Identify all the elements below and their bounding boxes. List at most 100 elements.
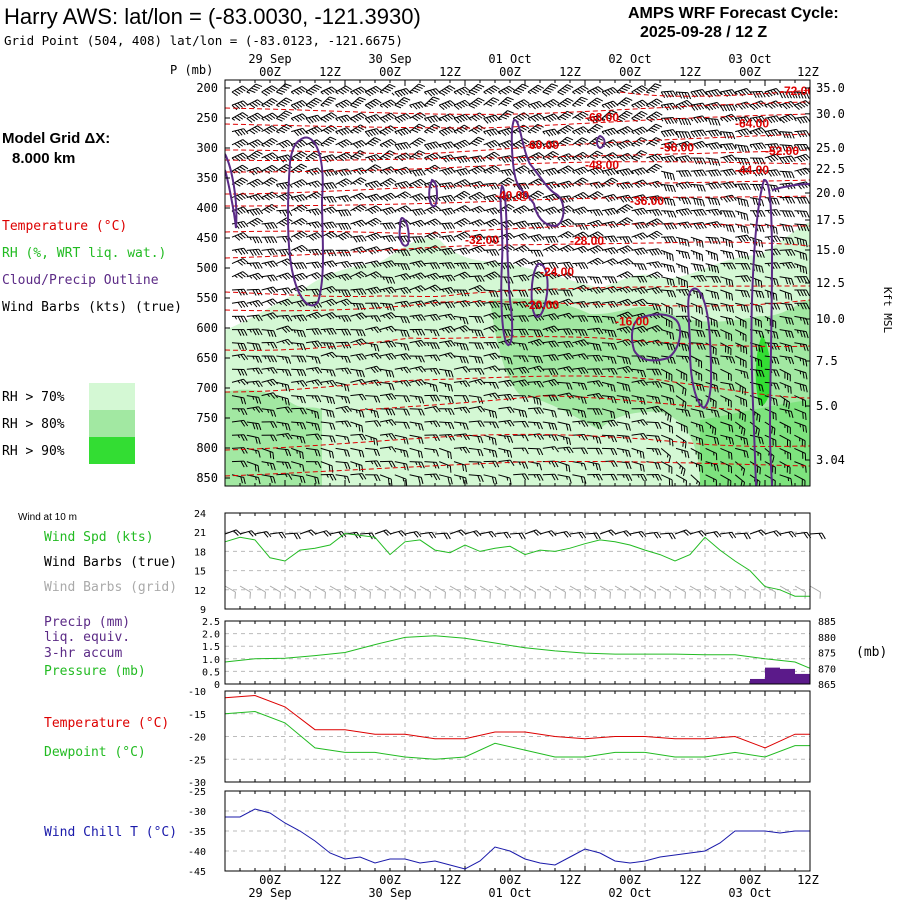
wind-barb: [305, 261, 323, 269]
barb-full: [273, 222, 278, 229]
wind-barb: [335, 209, 352, 217]
wind-barb: [794, 249, 808, 261]
barb-full: [690, 131, 695, 138]
barb-full: [621, 100, 628, 105]
barb-full: [711, 303, 715, 311]
barb-staff: [320, 136, 331, 146]
barb-full: [329, 155, 335, 161]
barb-half: [586, 91, 591, 95]
wind-barb: [734, 144, 750, 153]
barb-full: [429, 274, 436, 281]
barb-full: [805, 240, 808, 248]
wind-barb: [483, 182, 500, 190]
barb-full: [518, 260, 525, 266]
barb-full: [521, 221, 527, 228]
wind-barb: [542, 167, 560, 176]
barb-staff: [483, 151, 495, 159]
barb-full: [340, 154, 347, 160]
barb-full: [453, 118, 460, 124]
barb-full: [429, 287, 436, 293]
barb-full: [757, 319, 760, 327]
barb-half: [352, 196, 357, 200]
barb-half: [646, 104, 650, 108]
wind-barb: [735, 168, 752, 177]
barb-full: [418, 236, 423, 243]
barb-staff: [661, 276, 673, 281]
barb-staff: [276, 97, 287, 106]
barb-full: [391, 325, 397, 332]
barb-full: [579, 139, 586, 144]
barb-full: [344, 209, 349, 217]
barb-half: [545, 328, 549, 332]
barb-full: [420, 340, 426, 346]
barb-full: [329, 96, 336, 100]
barb-full: [413, 87, 421, 92]
barb-full: [589, 142, 596, 147]
barb-full: [255, 249, 260, 256]
barb-full: [548, 289, 553, 296]
barb-full: [580, 315, 586, 322]
barb-full: [582, 192, 589, 197]
barb-half: [370, 343, 373, 348]
barb-full: [429, 301, 436, 307]
barb-full: [711, 222, 716, 229]
barb-full: [758, 291, 762, 298]
barb-full: [595, 277, 600, 284]
barb-full: [684, 331, 687, 339]
barb-full: [361, 261, 367, 269]
barb-full: [449, 85, 456, 90]
wind-barb: [468, 97, 485, 109]
barb-full: [521, 275, 527, 282]
barb-full: [243, 315, 248, 323]
wind-barb: [439, 313, 456, 321]
barb-full: [263, 208, 271, 214]
barb-staff: [498, 219, 511, 225]
barb-full: [695, 305, 698, 313]
wind-barb: [468, 219, 486, 227]
barb-half: [631, 104, 635, 108]
barb-staff: [690, 315, 702, 323]
barb-full: [311, 182, 317, 188]
barb-full: [382, 262, 388, 269]
barb-full: [278, 169, 285, 174]
wind-barb: [290, 194, 308, 203]
barb-full: [790, 278, 795, 286]
barb-full: [657, 287, 663, 293]
wind-barb: [453, 231, 471, 241]
barb-staff: [335, 178, 347, 185]
barb-half: [382, 303, 385, 307]
barb-full: [435, 299, 441, 306]
wind-barb: [231, 315, 248, 323]
barb-full: [693, 263, 697, 271]
barb-half: [527, 131, 532, 134]
barb-half: [767, 224, 769, 229]
barb-full: [272, 152, 279, 158]
barb-full: [702, 129, 707, 136]
barb-full: [313, 99, 320, 104]
barb-full: [417, 113, 424, 119]
barb-staff: [661, 210, 674, 212]
barb-full: [550, 100, 557, 106]
barb-full: [791, 238, 795, 245]
barb-full: [538, 152, 545, 157]
wind-barb: [542, 261, 559, 270]
barb-full: [326, 249, 331, 257]
barb-full: [253, 152, 261, 157]
barb-half: [675, 210, 679, 214]
barb-full: [533, 115, 539, 121]
barb-full: [390, 112, 397, 118]
barb-full: [367, 169, 374, 174]
barb-full: [755, 117, 761, 123]
barb-full: [402, 114, 409, 120]
barb-staff: [246, 150, 257, 159]
barb-full: [252, 236, 257, 244]
barb-full: [634, 130, 640, 136]
barb-staff: [675, 170, 689, 172]
barb-full: [421, 169, 426, 176]
barb-full: [567, 110, 574, 115]
barb-full: [462, 114, 468, 121]
barb-full: [340, 141, 347, 147]
barb-full: [666, 278, 670, 285]
barb-half: [276, 184, 279, 188]
barb-full: [506, 169, 512, 176]
